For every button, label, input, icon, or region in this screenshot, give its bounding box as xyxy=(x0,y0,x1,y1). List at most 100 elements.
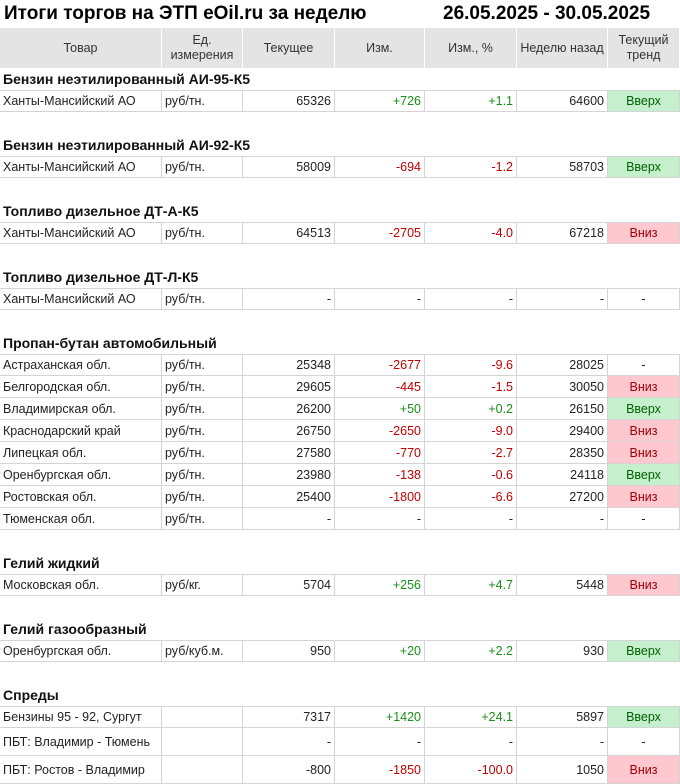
change-pct: - xyxy=(425,508,517,530)
row-name: Владимирская обл. xyxy=(0,398,162,420)
week-ago: 27200 xyxy=(517,486,608,508)
trend: - xyxy=(608,288,680,310)
row-name: Оренбургская обл. xyxy=(0,464,162,486)
row-name: Ханты-Мансийский АО xyxy=(0,288,162,310)
unit xyxy=(162,756,243,784)
trend: Вниз xyxy=(608,442,680,464)
column-header: Текущий тренд xyxy=(608,28,680,68)
week-ago: - xyxy=(517,508,608,530)
row-name: Ханты-Мансийский АО xyxy=(0,222,162,244)
unit: руб/тн. xyxy=(162,442,243,464)
trend: Вверх xyxy=(608,464,680,486)
change-pct: -9.0 xyxy=(425,420,517,442)
change-pct: -6.6 xyxy=(425,486,517,508)
column-header: Неделю назад xyxy=(517,28,608,68)
change: +20 xyxy=(335,640,425,662)
current: 58009 xyxy=(243,156,335,178)
row-name: Краснодарский край xyxy=(0,420,162,442)
change-pct: -2.7 xyxy=(425,442,517,464)
change: - xyxy=(335,508,425,530)
unit: руб/тн. xyxy=(162,354,243,376)
unit: руб/тн. xyxy=(162,288,243,310)
change: -445 xyxy=(335,376,425,398)
current: 29605 xyxy=(243,376,335,398)
current: 25400 xyxy=(243,486,335,508)
row-name: Белгородская обл. xyxy=(0,376,162,398)
current: 25348 xyxy=(243,354,335,376)
week-ago: 29400 xyxy=(517,420,608,442)
trend: Вверх xyxy=(608,156,680,178)
section-title: Топливо дизельное ДТ-Л-К5 xyxy=(3,269,199,285)
unit xyxy=(162,728,243,756)
change: -1850 xyxy=(335,756,425,784)
change-pct: +0.2 xyxy=(425,398,517,420)
row-name: Тюменская обл. xyxy=(0,508,162,530)
unit: руб/тн. xyxy=(162,90,243,112)
trend: Вниз xyxy=(608,756,680,784)
row-name: ПБТ: Владимир - Тюмень xyxy=(0,728,162,756)
trend: Вверх xyxy=(608,398,680,420)
week-ago: 67218 xyxy=(517,222,608,244)
trend: - xyxy=(608,728,680,756)
row-name: Московская обл. xyxy=(0,574,162,596)
current: 65326 xyxy=(243,90,335,112)
row-name: Астраханская обл. xyxy=(0,354,162,376)
week-ago: - xyxy=(517,288,608,310)
change-pct: -100.0 xyxy=(425,756,517,784)
change-pct: +1.1 xyxy=(425,90,517,112)
change-pct: +24.1 xyxy=(425,706,517,728)
current: 5704 xyxy=(243,574,335,596)
column-header: Изм. xyxy=(335,28,425,68)
trend: Вверх xyxy=(608,706,680,728)
section-title: Гелий газообразный xyxy=(3,621,147,637)
column-header: Текущее xyxy=(243,28,335,68)
week-ago: 28025 xyxy=(517,354,608,376)
unit: руб/тн. xyxy=(162,420,243,442)
section-title: Гелий жидкий xyxy=(3,555,100,571)
change: +256 xyxy=(335,574,425,596)
week-ago: 5448 xyxy=(517,574,608,596)
section-title: Бензин неэтилированный АИ-95-К5 xyxy=(3,71,251,87)
current: 950 xyxy=(243,640,335,662)
section-title: Пропан-бутан автомобильный xyxy=(3,335,217,351)
trend: - xyxy=(608,508,680,530)
unit: руб/кг. xyxy=(162,574,243,596)
change: -1800 xyxy=(335,486,425,508)
week-ago: 58703 xyxy=(517,156,608,178)
trend: Вниз xyxy=(608,486,680,508)
section-title: Спреды xyxy=(3,687,59,703)
change: +726 xyxy=(335,90,425,112)
change: -138 xyxy=(335,464,425,486)
unit: руб/тн. xyxy=(162,486,243,508)
trend: - xyxy=(608,354,680,376)
change-pct: -1.5 xyxy=(425,376,517,398)
column-header: Ед. измерения xyxy=(162,28,243,68)
trend: Вниз xyxy=(608,574,680,596)
current: -800 xyxy=(243,756,335,784)
change: -2650 xyxy=(335,420,425,442)
change: -2705 xyxy=(335,222,425,244)
unit: руб/куб.м. xyxy=(162,640,243,662)
section-title: Топливо дизельное ДТ-А-К5 xyxy=(3,203,199,219)
change: - xyxy=(335,728,425,756)
unit xyxy=(162,706,243,728)
row-name: ПБТ: Ростов - Владимир xyxy=(0,756,162,784)
current: - xyxy=(243,728,335,756)
current: - xyxy=(243,508,335,530)
change: +1420 xyxy=(335,706,425,728)
week-ago: 30050 xyxy=(517,376,608,398)
unit: руб/тн. xyxy=(162,464,243,486)
week-ago: 930 xyxy=(517,640,608,662)
unit: руб/тн. xyxy=(162,508,243,530)
period: 26.05.2025 - 30.05.2025 xyxy=(443,3,651,24)
trend: Вниз xyxy=(608,376,680,398)
current: 7317 xyxy=(243,706,335,728)
trend: Вверх xyxy=(608,90,680,112)
change-pct: -0.6 xyxy=(425,464,517,486)
column-header: Изм., % xyxy=(425,28,517,68)
row-name: Оренбургская обл. xyxy=(0,640,162,662)
unit: руб/тн. xyxy=(162,398,243,420)
current: 64513 xyxy=(243,222,335,244)
change-pct: - xyxy=(425,728,517,756)
